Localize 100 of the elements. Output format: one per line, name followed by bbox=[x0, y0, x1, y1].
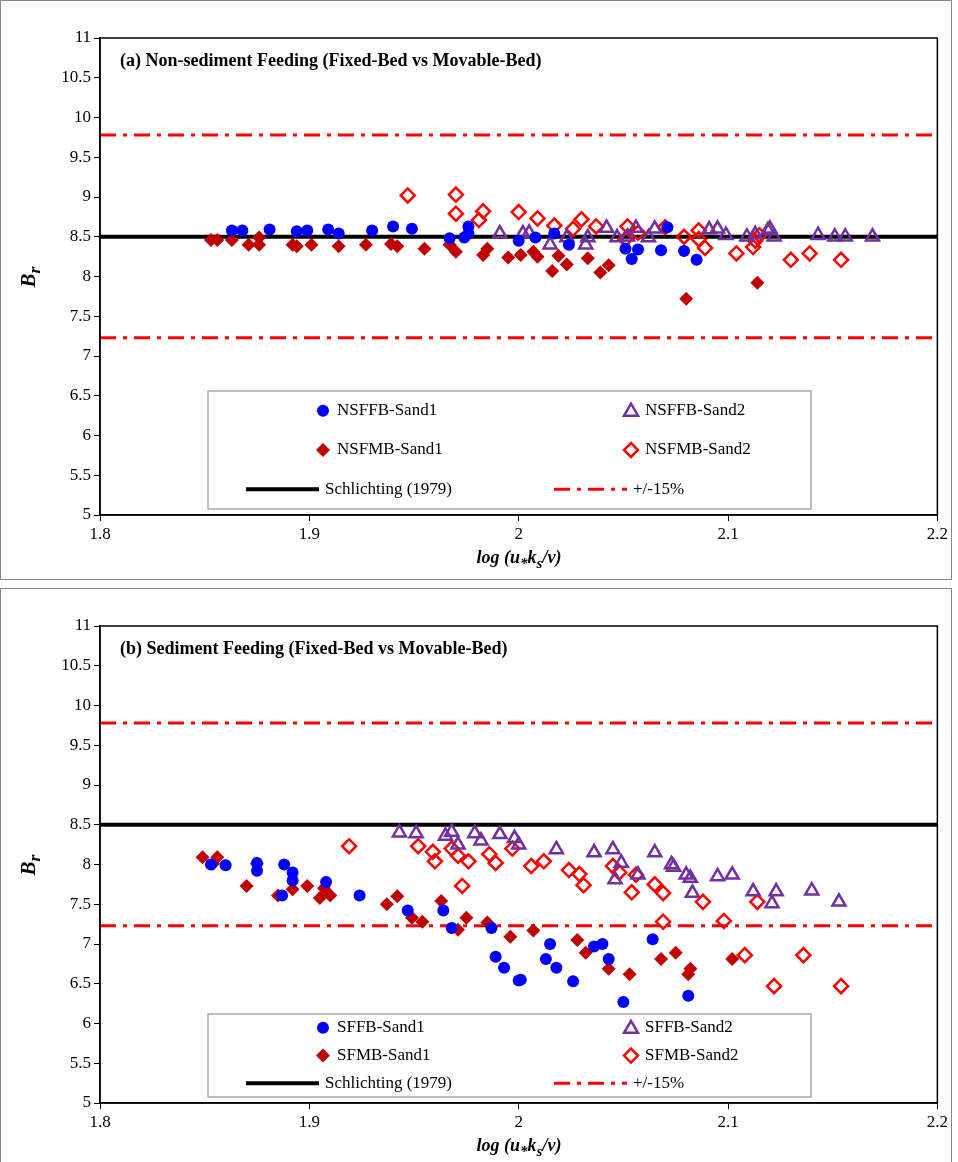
point bbox=[782, 251, 800, 269]
point bbox=[195, 850, 210, 865]
point bbox=[701, 220, 717, 235]
y-tick-label: 7.5 bbox=[69, 893, 91, 913]
point bbox=[443, 823, 460, 837]
point bbox=[481, 845, 498, 863]
point bbox=[567, 975, 580, 988]
point bbox=[678, 245, 691, 258]
y-tick-label: 6 bbox=[82, 1012, 91, 1032]
point bbox=[864, 228, 881, 242]
point bbox=[449, 847, 467, 865]
point bbox=[485, 922, 498, 935]
point bbox=[607, 870, 623, 885]
point bbox=[619, 228, 636, 242]
point bbox=[535, 853, 553, 870]
point bbox=[551, 248, 566, 263]
point bbox=[512, 234, 525, 247]
legend-label: SFFB-Sand2 bbox=[645, 1017, 733, 1037]
x-tick-label: 1.9 bbox=[298, 1111, 320, 1131]
point bbox=[470, 211, 488, 229]
legend-label: SFFB-Sand1 bbox=[337, 1017, 425, 1037]
point bbox=[241, 237, 256, 252]
point bbox=[529, 210, 546, 227]
point bbox=[304, 237, 319, 252]
point bbox=[559, 228, 575, 243]
point bbox=[323, 888, 338, 903]
point bbox=[353, 889, 366, 902]
x-tick-label: 1.9 bbox=[298, 523, 320, 543]
point bbox=[630, 866, 646, 880]
point bbox=[684, 884, 701, 899]
point bbox=[736, 946, 754, 964]
point bbox=[750, 275, 765, 290]
point bbox=[513, 248, 528, 263]
point bbox=[487, 854, 504, 872]
legend-label: SFMB-Sand2 bbox=[645, 1044, 739, 1064]
point bbox=[300, 878, 315, 893]
point bbox=[453, 877, 471, 895]
point bbox=[340, 837, 358, 855]
y-tick-label: 6 bbox=[82, 424, 91, 444]
point bbox=[562, 238, 575, 251]
point bbox=[623, 884, 640, 901]
point bbox=[728, 245, 745, 262]
point bbox=[602, 953, 615, 966]
point bbox=[301, 224, 314, 237]
point bbox=[506, 829, 523, 844]
point bbox=[831, 893, 847, 907]
point bbox=[682, 989, 695, 1002]
point bbox=[443, 232, 456, 245]
point bbox=[529, 231, 542, 244]
point bbox=[331, 239, 346, 254]
point bbox=[366, 224, 379, 237]
point bbox=[578, 945, 593, 960]
point bbox=[548, 840, 565, 855]
point bbox=[827, 228, 843, 242]
point bbox=[573, 211, 590, 228]
point bbox=[586, 843, 602, 858]
point bbox=[609, 228, 625, 243]
point bbox=[473, 831, 489, 846]
point bbox=[550, 961, 563, 974]
point bbox=[766, 228, 782, 242]
x-tick-label: 1.8 bbox=[89, 523, 111, 543]
point bbox=[409, 837, 427, 855]
point bbox=[210, 850, 225, 865]
point bbox=[510, 835, 527, 850]
y-tick-label: 9 bbox=[82, 774, 91, 794]
legend-label: Schlichting (1979) bbox=[325, 478, 453, 498]
point bbox=[628, 219, 644, 234]
point bbox=[668, 945, 683, 960]
point bbox=[460, 853, 477, 870]
y-tick-label: 9 bbox=[82, 186, 91, 206]
point bbox=[593, 265, 608, 280]
point bbox=[768, 882, 784, 897]
point bbox=[679, 291, 694, 306]
point bbox=[417, 241, 432, 256]
x-tick-label: 2.2 bbox=[926, 523, 948, 543]
point bbox=[718, 226, 734, 241]
point bbox=[390, 889, 405, 904]
y-tick-label: 10.5 bbox=[61, 655, 91, 675]
point bbox=[332, 227, 345, 240]
y-tick-label: 8 bbox=[82, 853, 91, 873]
point bbox=[539, 953, 552, 966]
y-tick-label: 9.5 bbox=[69, 146, 91, 166]
x-tick-label: 2.2 bbox=[926, 1111, 948, 1131]
point bbox=[401, 904, 414, 917]
point bbox=[498, 961, 511, 974]
point bbox=[225, 224, 238, 237]
point bbox=[764, 894, 780, 909]
point bbox=[647, 843, 663, 858]
point bbox=[709, 220, 726, 234]
y-tick-label: 6.5 bbox=[69, 385, 91, 405]
point bbox=[290, 225, 303, 238]
point bbox=[655, 244, 668, 257]
point bbox=[715, 912, 733, 930]
point bbox=[480, 241, 495, 256]
legend-label: NSFFB-Sand1 bbox=[337, 400, 438, 420]
point bbox=[445, 922, 458, 935]
point bbox=[647, 220, 663, 234]
legend-label: SFMB-Sand1 bbox=[337, 1044, 431, 1064]
point bbox=[646, 876, 664, 893]
point bbox=[391, 823, 408, 838]
